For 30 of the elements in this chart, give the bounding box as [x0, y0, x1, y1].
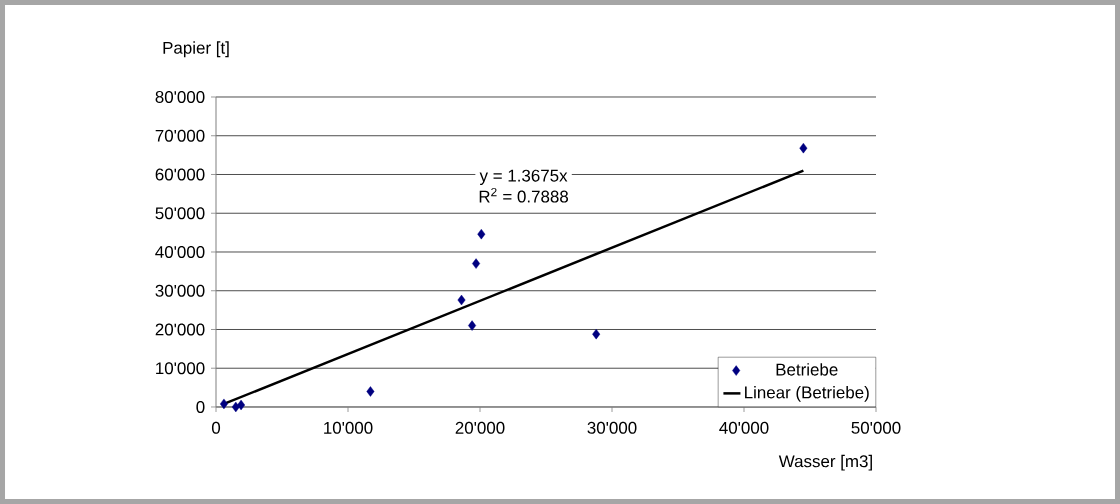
x-tick-label: 40'000 [719, 421, 769, 434]
point [592, 328, 601, 340]
y-axis-title: Papier [t] [163, 41, 229, 58]
y-tick-label: 40'000 [155, 245, 205, 258]
y-tick-label: 20'000 [155, 323, 205, 336]
point [237, 399, 246, 411]
y-tick-label: 60'000 [155, 168, 205, 181]
x-tick-label: 50'000 [851, 421, 901, 434]
annotation: y = 1.3675x [479, 169, 568, 185]
y-tick-label: 10'000 [156, 362, 205, 375]
y-tick-label: 50'000 [155, 207, 205, 220]
x-tick-label: 0 [211, 421, 221, 434]
point [468, 320, 477, 331]
x-tick-label: 30'000 [587, 421, 637, 434]
legend-label: Betriebe [776, 363, 838, 376]
x-tick-label: 20'000 [455, 421, 505, 434]
x-tick-label: 10'000 [324, 421, 373, 434]
x-axis-title: Wasser [m3] [778, 454, 872, 471]
y-tick-label: 30'000 [155, 284, 205, 297]
point [477, 228, 486, 240]
point [799, 142, 808, 154]
annotation: R$^{2}$ = 0.7888 [479, 187, 569, 203]
y-tick-label: 70'000 [155, 129, 205, 142]
point [472, 258, 480, 269]
point [457, 294, 466, 306]
point [366, 386, 375, 397]
legend-label: Linear (Betriebe) [745, 385, 869, 402]
y-tick-label: 0 [196, 400, 205, 413]
y-tick-label: 80'000 [155, 90, 205, 103]
point [219, 398, 228, 410]
